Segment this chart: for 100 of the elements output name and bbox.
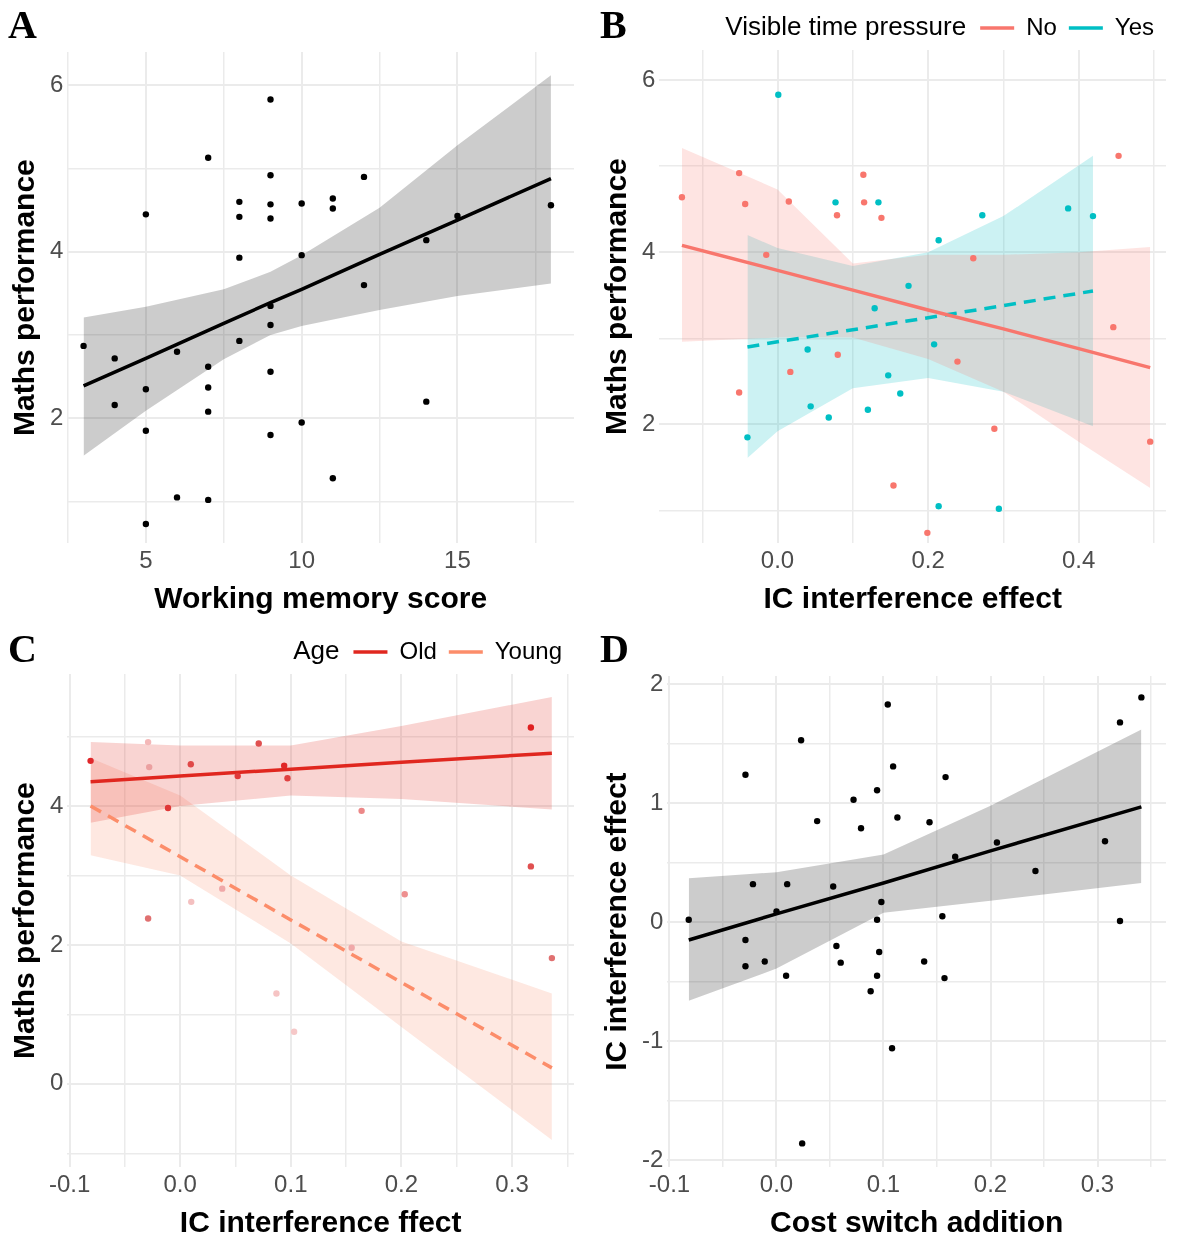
point	[825, 414, 832, 421]
point	[888, 1045, 896, 1052]
point	[284, 775, 291, 782]
point	[850, 796, 857, 803]
point	[783, 880, 791, 888]
point	[527, 863, 535, 870]
y-tick-label: 4	[641, 236, 656, 264]
point	[785, 198, 793, 205]
x-axis-title: Cost switch addition	[770, 1205, 1064, 1239]
point	[144, 915, 152, 922]
point	[329, 475, 337, 482]
y-axis-title: IC interference effect	[599, 772, 633, 1071]
point	[267, 172, 274, 179]
point	[873, 972, 881, 979]
x-tick-label: 0.2	[384, 1170, 419, 1198]
point	[860, 171, 867, 179]
point	[267, 321, 274, 329]
point	[111, 355, 118, 362]
point	[798, 1140, 806, 1147]
point	[741, 200, 749, 208]
point	[142, 520, 150, 528]
point	[1115, 152, 1122, 160]
x-axis-title: IC interference ffect	[179, 1205, 462, 1239]
x-tick-label: 0.1	[274, 1170, 308, 1198]
point	[864, 406, 872, 413]
point	[873, 916, 881, 924]
chart-title: A	[8, 2, 37, 48]
legend-title: Age	[293, 635, 340, 666]
point	[329, 195, 337, 202]
point	[1110, 323, 1117, 331]
x-tick-label: 0.0	[760, 546, 795, 574]
point	[857, 825, 865, 832]
x-tick-label: 0.1	[866, 1170, 901, 1198]
chart-title: D	[600, 626, 629, 672]
point	[267, 302, 274, 310]
point	[423, 398, 430, 405]
point	[873, 786, 881, 794]
point	[860, 199, 868, 206]
point	[970, 255, 977, 262]
point	[742, 963, 749, 970]
point	[164, 804, 172, 812]
point	[187, 761, 194, 768]
y-tick-label: 6	[641, 64, 656, 92]
point	[1032, 867, 1039, 875]
point	[735, 389, 743, 396]
point	[991, 425, 998, 432]
point	[807, 403, 814, 410]
x-tick-label: 0.4	[1061, 546, 1096, 574]
point	[905, 282, 912, 290]
point	[782, 972, 790, 979]
point	[548, 954, 556, 962]
point	[236, 213, 243, 221]
point	[111, 401, 118, 409]
point	[298, 251, 305, 259]
point	[742, 936, 749, 944]
y-tick-label: 4	[49, 236, 64, 264]
point	[935, 502, 942, 510]
point	[890, 482, 897, 489]
x-tick-label: 0.2	[911, 546, 945, 574]
point	[924, 529, 931, 537]
point	[423, 236, 430, 244]
point	[401, 891, 408, 898]
point	[255, 740, 262, 747]
point	[1146, 438, 1154, 445]
x-tick-label: 0.3	[495, 1170, 529, 1198]
y-tick-label: -1	[642, 1025, 664, 1053]
point	[941, 974, 948, 982]
point	[894, 814, 901, 821]
x-tick-label: 0.0	[163, 1170, 197, 1198]
y-tick-label: 4	[49, 790, 64, 818]
point	[298, 419, 305, 426]
point	[685, 916, 692, 924]
point	[867, 987, 874, 995]
point	[204, 496, 212, 504]
y-tick-label: 6	[49, 69, 64, 97]
legend-label: Yes	[1114, 12, 1154, 40]
y-tick-label: 2	[49, 929, 64, 957]
x-tick-label: 0.3	[1080, 1170, 1115, 1198]
x-tick-label: 5	[139, 546, 153, 574]
point	[1064, 205, 1072, 212]
point	[1138, 694, 1145, 701]
point	[832, 199, 839, 206]
point	[142, 211, 150, 218]
legend-label: No	[1026, 12, 1057, 40]
point	[884, 701, 891, 708]
point	[942, 773, 949, 781]
point	[939, 913, 946, 920]
point	[897, 390, 904, 397]
y-tick-label: 2	[641, 409, 656, 437]
line-series	[745, 289, 1095, 349]
point	[204, 408, 212, 415]
point	[1089, 212, 1097, 220]
point	[358, 807, 365, 815]
point	[236, 254, 243, 261]
point	[889, 763, 897, 770]
point	[763, 251, 770, 259]
point	[280, 762, 288, 769]
y-tick-label: 2	[49, 402, 64, 430]
line-series	[88, 804, 554, 1070]
point	[878, 898, 885, 906]
